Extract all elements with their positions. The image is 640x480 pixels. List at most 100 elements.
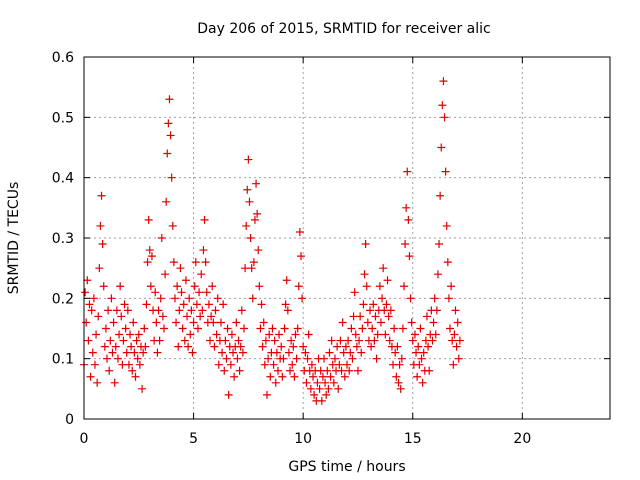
data-point (253, 209, 262, 218)
data-point (208, 282, 217, 291)
data-point (359, 300, 368, 309)
data-point (379, 264, 388, 273)
data-point (259, 318, 268, 327)
data-point (88, 348, 97, 357)
data-point (298, 294, 307, 303)
data-point (318, 372, 327, 381)
data-point (325, 348, 334, 357)
data-point (273, 366, 282, 375)
data-point (383, 276, 392, 285)
data-point (164, 119, 173, 128)
data-point (168, 221, 177, 230)
data-point (279, 354, 288, 363)
data-point (294, 282, 303, 291)
x-tick-label: 15 (404, 431, 422, 447)
data-point (156, 294, 165, 303)
data-point (437, 143, 446, 152)
data-point (353, 366, 362, 375)
data-point (419, 348, 428, 357)
data-point (201, 258, 210, 267)
data-point (441, 167, 450, 176)
data-point (218, 348, 227, 357)
data-point (356, 312, 365, 321)
data-point (90, 360, 99, 369)
data-point (242, 221, 251, 230)
data-point (418, 378, 427, 387)
data-point (327, 336, 336, 345)
data-point (363, 318, 372, 327)
data-point (381, 330, 390, 339)
data-point (282, 276, 291, 285)
data-point (397, 354, 406, 363)
data-point (386, 306, 395, 315)
data-point (138, 384, 147, 393)
data-point (436, 191, 445, 200)
data-point (432, 306, 441, 315)
data-point (184, 342, 193, 351)
data-point (189, 318, 198, 327)
data-point (230, 372, 239, 381)
data-point (373, 330, 382, 339)
data-point (407, 318, 416, 327)
data-point (424, 342, 433, 351)
data-point (81, 288, 90, 297)
data-point (358, 324, 367, 333)
data-point (455, 336, 464, 345)
data-point (233, 354, 242, 363)
data-point (123, 306, 132, 315)
data-point (209, 318, 218, 327)
data-point (288, 360, 297, 369)
data-point (447, 282, 456, 291)
data-point (229, 348, 238, 357)
data-point (444, 294, 453, 303)
data-point (360, 270, 369, 279)
data-point (191, 258, 200, 267)
data-point (376, 318, 385, 327)
data-point (382, 300, 391, 309)
data-point (290, 372, 299, 381)
data-point (392, 372, 401, 381)
y-tick-label: 0.3 (52, 231, 74, 247)
x-tick-label: 10 (294, 431, 312, 447)
data-point (414, 342, 423, 351)
data-point (348, 354, 357, 363)
data-point (104, 306, 113, 315)
data-point (212, 330, 221, 339)
data-point (324, 384, 333, 393)
data-point (219, 300, 228, 309)
data-point (162, 197, 171, 206)
data-point (440, 113, 449, 122)
data-point (245, 197, 254, 206)
data-point (398, 324, 407, 333)
y-tick-label: 0.5 (52, 110, 74, 126)
data-point (188, 348, 197, 357)
data-point (396, 384, 405, 393)
data-point (304, 330, 313, 339)
data-point (346, 348, 355, 357)
data-point (406, 294, 415, 303)
data-point (370, 336, 379, 345)
data-point (425, 366, 434, 375)
data-point (105, 366, 114, 375)
data-point (130, 348, 139, 357)
data-point (85, 300, 94, 309)
data-point (323, 366, 332, 375)
data-point (270, 336, 279, 345)
data-point (375, 282, 384, 291)
data-point (103, 354, 112, 363)
data-point (254, 246, 263, 255)
data-point (250, 215, 259, 224)
data-point (133, 354, 142, 363)
data-point (236, 342, 245, 351)
data-point (345, 366, 354, 375)
data-point (336, 336, 345, 345)
data-point (394, 378, 403, 387)
data-point (99, 282, 108, 291)
data-point (147, 252, 156, 261)
y-tick-label: 0.4 (52, 171, 74, 187)
data-point (249, 258, 258, 267)
data-point (269, 360, 278, 369)
data-point (438, 101, 447, 110)
data-point (299, 342, 308, 351)
data-point (347, 324, 356, 333)
